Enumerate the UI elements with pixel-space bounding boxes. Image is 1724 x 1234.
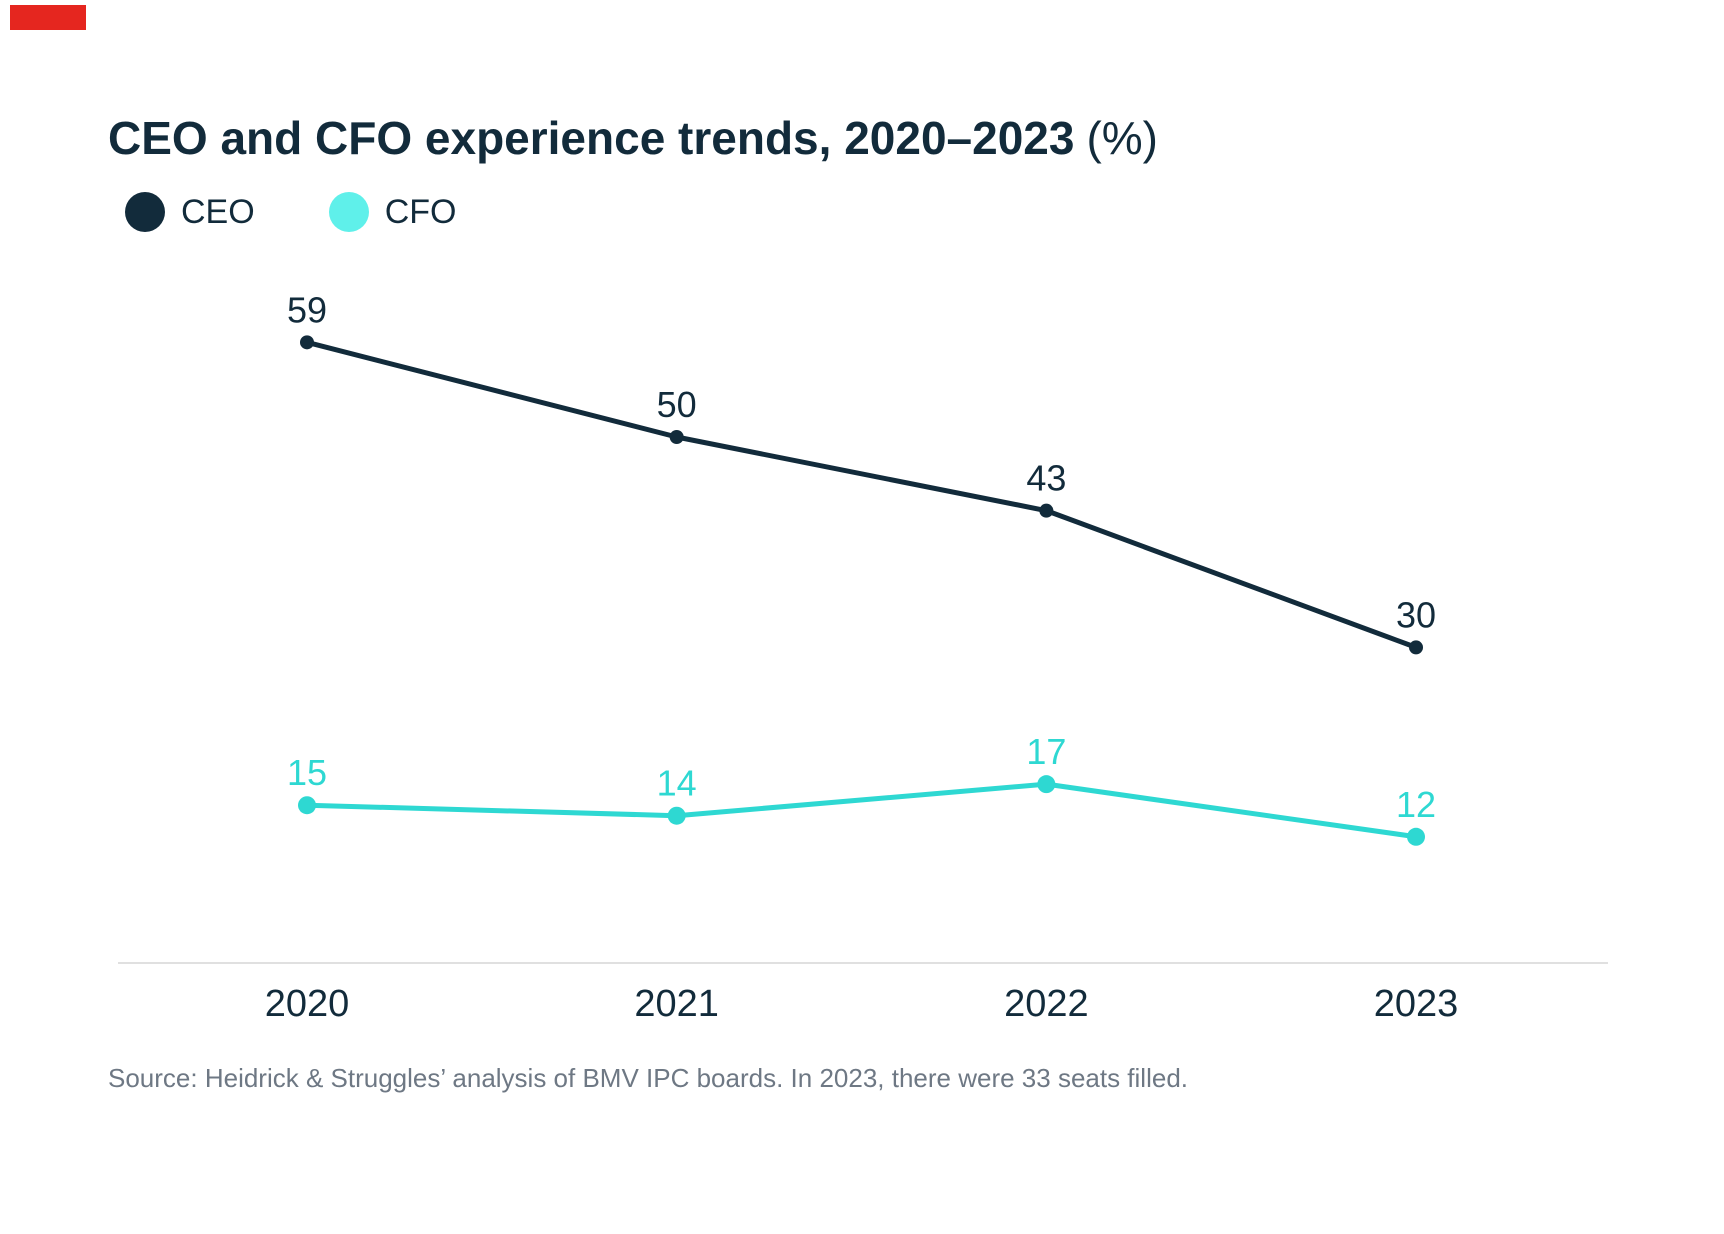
cfo-data-label-2021: 14 <box>657 763 697 804</box>
cfo-line <box>304 781 1419 840</box>
chart-title-main: CEO and CFO experience trends, 2020–2023 <box>108 112 1075 164</box>
cfo-point-2023 <box>1407 827 1426 846</box>
cfo-data-label-2020: 15 <box>287 752 327 793</box>
ceo-line <box>304 339 1419 650</box>
ceo-data-label-2020: 59 <box>287 289 327 330</box>
x-axis-label-2021: 2021 <box>634 983 719 1025</box>
cfo-legend-dot-icon <box>328 192 369 232</box>
legend-label-cfo: CFO <box>384 193 457 231</box>
source-note: Source: Heidrick & Struggles’ analysis o… <box>108 1063 1189 1093</box>
cfo-data-label-2022: 17 <box>1026 731 1066 772</box>
chart-title-suffix: (%) <box>1086 112 1158 164</box>
cfo-data-label-2023: 12 <box>1396 784 1436 825</box>
legend-item-cfo: CFO <box>328 192 457 232</box>
x-axis-label-2020: 2020 <box>265 983 350 1025</box>
chart-legend: CEO CFO <box>125 192 456 232</box>
brand-red-tab <box>10 5 86 30</box>
ceo-data-label-2023: 30 <box>1396 594 1436 635</box>
ceo-legend-dot-icon <box>125 192 165 232</box>
cfo-point-2022 <box>1037 775 1056 794</box>
x-axis-label-2023: 2023 <box>1374 983 1459 1025</box>
x-axis-label-2022: 2022 <box>1004 983 1089 1025</box>
ceo-point-2020 <box>300 335 314 350</box>
ceo-point-2021 <box>669 430 684 444</box>
chart-title: CEO and CFO experience trends, 2020–2023… <box>108 112 1158 164</box>
ceo-data-label-2021: 50 <box>657 384 697 425</box>
cfo-point-2021 <box>667 806 686 825</box>
cfo-point-2020 <box>298 796 316 815</box>
ceo-point-2022 <box>1039 503 1054 518</box>
ceo-data-label-2022: 43 <box>1026 458 1066 499</box>
ceo-point-2023 <box>1409 640 1424 655</box>
legend-item-ceo: CEO <box>125 192 255 232</box>
legend-label-ceo: CEO <box>181 193 255 231</box>
